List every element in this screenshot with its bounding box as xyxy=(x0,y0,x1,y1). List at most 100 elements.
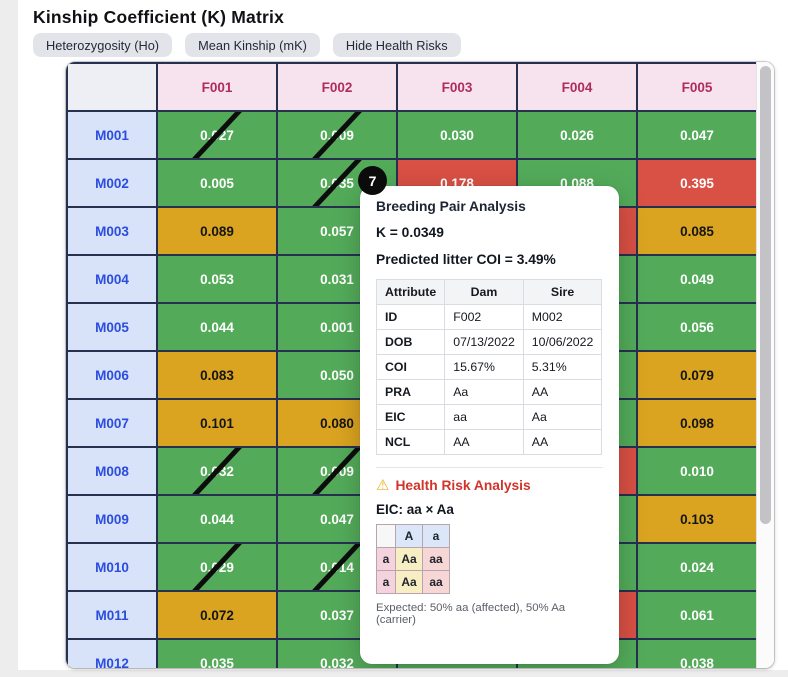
pair-row-pra: PRA Aa AA xyxy=(375,379,603,405)
page-title: Kinship Coefficient (K) Matrix xyxy=(33,7,285,27)
matrix-cell-m001-f001[interactable]: 0.027 xyxy=(156,110,278,160)
pair-cell: F002 xyxy=(444,304,524,330)
punnett-row: a Aa aa xyxy=(376,547,450,571)
punnett-col-header: a xyxy=(422,524,450,548)
punnett-cell-carrier: Aa xyxy=(395,547,423,571)
punnett-cell-carrier: Aa xyxy=(395,570,423,594)
matrix-cell-m011-f001[interactable]: 0.072 xyxy=(156,590,278,640)
column-header-f003: F003 xyxy=(396,62,518,112)
matrix-header-row: F001 F002 F003 F004 F005 xyxy=(66,62,758,112)
pair-row-dob: DOB 07/13/2022 10/06/2022 xyxy=(375,329,603,355)
popover-divider xyxy=(376,467,603,468)
pair-cell: 07/13/2022 xyxy=(444,329,524,355)
punnett-col-header: A xyxy=(395,524,423,548)
pair-cell: 10/06/2022 xyxy=(522,329,603,355)
pair-cell: 5.31% xyxy=(522,354,603,380)
matrix-cell-m012-f005[interactable]: 0.038 xyxy=(636,638,758,668)
mean-kinship-button[interactable]: Mean Kinship (mK) xyxy=(185,33,320,57)
row-header-m007: M007 xyxy=(66,398,158,448)
row-header-m004: M004 xyxy=(66,254,158,304)
pair-cell: DOB xyxy=(375,329,446,355)
expected-outcome-text: Expected: 50% aa (affected), 50% Aa (car… xyxy=(376,602,566,626)
matrix-cell-m009-f005[interactable]: 0.103 xyxy=(636,494,758,544)
pair-cell: AA xyxy=(522,379,603,405)
pair-cell: 15.67% xyxy=(444,354,524,380)
matrix-cell-m004-f005[interactable]: 0.049 xyxy=(636,254,758,304)
punnett-row-header: a xyxy=(376,547,396,571)
pair-header-dam: Dam xyxy=(444,279,524,305)
punnett-body: a Aa aa a Aa aa xyxy=(376,547,450,594)
pair-row-ncl: NCL AA AA xyxy=(375,429,603,455)
matrix-cell-m002-f005[interactable]: 0.395 xyxy=(636,158,758,208)
matrix-cell-m006-f001[interactable]: 0.083 xyxy=(156,350,278,400)
pair-cell: Aa xyxy=(522,404,603,430)
matrix-cell-m007-f001[interactable]: 0.101 xyxy=(156,398,278,448)
column-header-f002: F002 xyxy=(276,62,398,112)
matrix-table-container: F001 F002 F003 F004 F005 M001 0.027 0.009 0.030… xyxy=(66,62,774,668)
predicted-coi: Predicted litter COI = 3.49% xyxy=(376,252,556,267)
pair-row-eic: EIC aa Aa xyxy=(375,404,603,430)
punnett-cell-affected: aa xyxy=(422,570,450,594)
matrix-cell-m001-f005[interactable]: 0.047 xyxy=(636,110,758,160)
matrix-cell-m001-f002[interactable]: 0.009 xyxy=(276,110,398,160)
matrix-cell-m010-f001[interactable]: 0.029 xyxy=(156,542,278,592)
row-header-m001: M001 xyxy=(66,110,158,160)
matrix-cell-m012-f001[interactable]: 0.035 xyxy=(156,638,278,668)
pair-table-body: ID F002 M002 DOB 07/13/2022 10/06/2022 COI 15.6… xyxy=(375,304,603,455)
vertical-scrollbar[interactable] xyxy=(756,62,774,668)
health-risk-header: ⚠ Health Risk Analysis xyxy=(376,478,603,493)
punnett-row: a Aa aa xyxy=(376,570,450,594)
row-header-m006: M006 xyxy=(66,350,158,400)
matrix-cell-m003-f005[interactable]: 0.085 xyxy=(636,206,758,256)
matrix-cell-m004-f001[interactable]: 0.053 xyxy=(156,254,278,304)
matrix-row-m001: M001 0.027 0.009 0.030 0.026 0.047 xyxy=(66,110,758,160)
kinship-matrix-panel: Kinship Coefficient (K) Matrix Heterozyg… xyxy=(18,0,788,670)
row-header-m010: M010 xyxy=(66,542,158,592)
eic-cross-label: EIC: aa × Aa xyxy=(376,502,454,517)
matrix-cell-m006-f005[interactable]: 0.079 xyxy=(636,350,758,400)
matrix-cell-m010-f005[interactable]: 0.024 xyxy=(636,542,758,592)
pair-attributes-table: Attribute Dam Sire ID F002 M002 DOB 07/13/20… xyxy=(375,279,603,455)
row-header-m003: M003 xyxy=(66,206,158,256)
pair-cell: M002 xyxy=(522,304,603,330)
matrix-cell-m009-f001[interactable]: 0.044 xyxy=(156,494,278,544)
pair-row-coi: COI 15.67% 5.31% xyxy=(375,354,603,380)
punnett-corner-cell xyxy=(376,524,396,548)
row-header-m011: M011 xyxy=(66,590,158,640)
pair-header-attribute: Attribute xyxy=(375,279,446,305)
column-header-f004: F004 xyxy=(516,62,638,112)
matrix-cell-m008-f005[interactable]: 0.010 xyxy=(636,446,758,496)
matrix-cell-m001-f003[interactable]: 0.030 xyxy=(396,110,518,160)
warning-icon: ⚠ xyxy=(376,477,390,494)
pair-cell: COI xyxy=(375,354,446,380)
matrix-cell-m005-f001[interactable]: 0.044 xyxy=(156,302,278,352)
column-header-f001: F001 xyxy=(156,62,278,112)
kinship-value: K = 0.0349 xyxy=(376,225,444,240)
breeding-pair-popover: Breeding Pair Analysis K = 0.0349 Predic… xyxy=(360,186,619,664)
pair-cell: ID xyxy=(375,304,446,330)
scrollbar-thumb[interactable] xyxy=(760,66,771,524)
punnett-cell-affected: aa xyxy=(422,547,450,571)
pair-cell: AA xyxy=(522,429,603,455)
heterozygosity-button[interactable]: Heterozygosity (Ho) xyxy=(33,33,173,57)
row-header-m012: M012 xyxy=(66,638,158,668)
pair-cell: NCL xyxy=(375,429,446,455)
toolbar: Heterozygosity (Ho) Mean Kinship (mK) Hi… xyxy=(33,33,461,57)
punnett-row-header: a xyxy=(376,570,396,594)
pair-table-header-row: Attribute Dam Sire xyxy=(375,279,603,305)
column-header-f005: F005 xyxy=(636,62,758,112)
popover-title: Breeding Pair Analysis xyxy=(376,199,526,214)
matrix-cell-m007-f005[interactable]: 0.098 xyxy=(636,398,758,448)
matrix-cell-m008-f001[interactable]: 0.032 xyxy=(156,446,278,496)
pair-cell: PRA xyxy=(375,379,446,405)
matrix-cell-m003-f001[interactable]: 0.089 xyxy=(156,206,278,256)
matrix-cell-m002-f001[interactable]: 0.005 xyxy=(156,158,278,208)
matrix-cell-m005-f005[interactable]: 0.056 xyxy=(636,302,758,352)
row-header-m002: M002 xyxy=(66,158,158,208)
health-risk-title: Health Risk Analysis xyxy=(395,478,531,493)
hide-health-risks-button[interactable]: Hide Health Risks xyxy=(332,33,461,57)
matrix-cell-m001-f004[interactable]: 0.026 xyxy=(516,110,638,160)
matrix-cell-m011-f005[interactable]: 0.061 xyxy=(636,590,758,640)
pair-cell: EIC xyxy=(375,404,446,430)
